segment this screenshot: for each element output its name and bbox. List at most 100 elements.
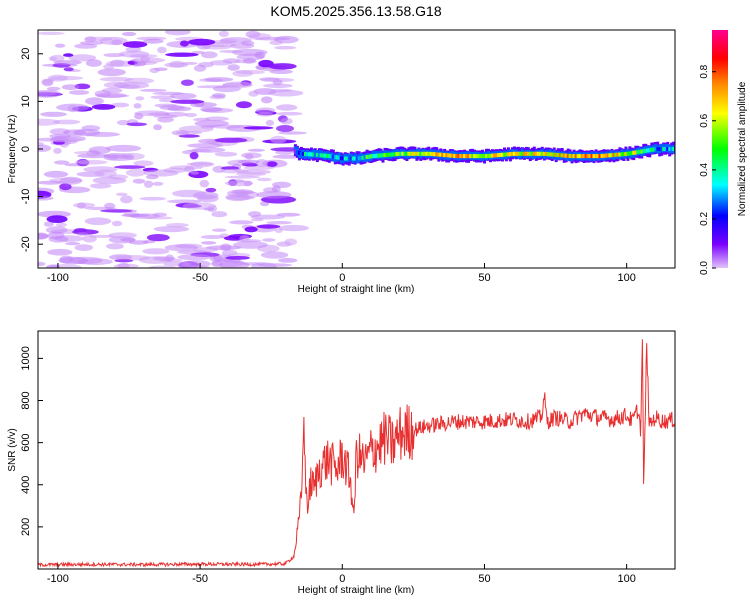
- noise-blob: [269, 40, 284, 46]
- track-core: [387, 152, 391, 157]
- track-core: [578, 154, 582, 159]
- track-core: [433, 152, 437, 157]
- track-core: [566, 153, 570, 158]
- track-core: [506, 152, 510, 157]
- track-core: [658, 147, 662, 151]
- spectrogram-signal-track: [293, 141, 675, 166]
- noise-blob: [244, 226, 258, 233]
- noise-blob: [262, 238, 276, 242]
- noise-blob: [62, 53, 74, 57]
- track-core: [572, 154, 576, 159]
- track-core: [333, 155, 337, 160]
- track-core: [379, 153, 383, 158]
- track-core: [345, 156, 349, 161]
- noise-blob: [132, 178, 146, 184]
- noise-blob: [38, 196, 54, 201]
- y-tick-label: 10: [20, 95, 32, 107]
- track-core: [293, 149, 297, 154]
- track-core: [487, 153, 490, 158]
- noise-blob: [67, 104, 79, 113]
- noise-blob: [59, 183, 72, 191]
- noise-blob: [38, 180, 63, 185]
- track-core: [652, 147, 656, 152]
- track-core: [556, 153, 560, 157]
- track-core: [425, 151, 429, 156]
- noise-blob: [105, 144, 142, 152]
- noise-blob: [241, 152, 262, 159]
- track-core: [359, 156, 363, 160]
- track-core: [518, 151, 522, 156]
- track-core: [295, 150, 299, 155]
- noise-blob: [229, 220, 254, 225]
- track-core: [421, 151, 425, 156]
- noise-blob: [133, 103, 142, 109]
- noise-blob: [123, 212, 141, 217]
- track-core: [431, 152, 435, 157]
- noise-blob: [120, 195, 133, 204]
- noise-blob: [187, 143, 224, 149]
- track-core: [592, 154, 596, 159]
- noise-blob: [115, 192, 128, 196]
- track-core: [309, 152, 313, 157]
- track-core: [634, 150, 638, 155]
- noise-blob: [233, 241, 268, 249]
- track-core: [576, 154, 580, 159]
- track-core: [407, 151, 411, 156]
- colorbar-tick-label: 0.4: [699, 162, 710, 176]
- snr-line: [38, 339, 675, 568]
- track-core: [411, 151, 415, 156]
- track-core: [588, 154, 592, 159]
- noise-blob: [269, 69, 293, 74]
- noise-blob: [48, 235, 69, 243]
- noise-blob: [38, 118, 61, 126]
- noise-blob: [194, 120, 229, 127]
- x-tick-label: -100: [47, 573, 69, 585]
- noise-blob: [284, 238, 297, 246]
- track-core: [666, 147, 670, 151]
- track-core: [449, 153, 453, 158]
- noise-blob: [163, 167, 188, 173]
- noise-blob: [142, 239, 156, 244]
- noise-blob: [38, 233, 49, 240]
- noise-blob: [77, 202, 86, 209]
- noise-blob: [204, 116, 229, 122]
- noise-blob: [97, 68, 126, 77]
- noise-blob: [171, 130, 189, 136]
- track-core: [662, 147, 666, 151]
- noise-blob: [220, 243, 232, 251]
- noise-blob: [63, 67, 74, 72]
- colorbar-tick-label: 0.2: [699, 212, 710, 226]
- track-core: [377, 153, 381, 158]
- noise-blob: [38, 31, 65, 35]
- track-core: [570, 154, 574, 159]
- track-core: [660, 147, 664, 151]
- noise-blob: [91, 104, 116, 110]
- noise-blob: [200, 235, 225, 239]
- noise-blob: [150, 95, 176, 100]
- x-tick-label: 50: [478, 573, 490, 585]
- track-core: [389, 152, 393, 157]
- track-core: [604, 153, 608, 158]
- noise-blob: [220, 168, 250, 174]
- track-core: [526, 151, 530, 156]
- track-core: [664, 147, 668, 151]
- track-core: [477, 154, 481, 159]
- track-core: [546, 152, 550, 157]
- noise-blob: [276, 212, 301, 217]
- track-core: [371, 154, 375, 159]
- snr-panel: -100 -50 0 50 100 200 400 600 800 1000 Height of…: [7, 330, 676, 596]
- noise-blob: [74, 244, 94, 252]
- noise-blob: [256, 191, 292, 199]
- track-core: [331, 154, 335, 159]
- track-core: [329, 154, 333, 159]
- track-core: [524, 151, 528, 156]
- snr-y-ticks: 200 400 600 800 1000: [20, 346, 43, 536]
- track-core: [568, 154, 572, 158]
- track-core: [608, 153, 612, 158]
- track-core: [560, 153, 564, 158]
- x-tick-label: 100: [617, 573, 635, 585]
- noise-blob: [219, 38, 238, 44]
- noise-blob: [190, 171, 199, 175]
- track-core: [586, 154, 590, 159]
- track-core: [574, 154, 578, 159]
